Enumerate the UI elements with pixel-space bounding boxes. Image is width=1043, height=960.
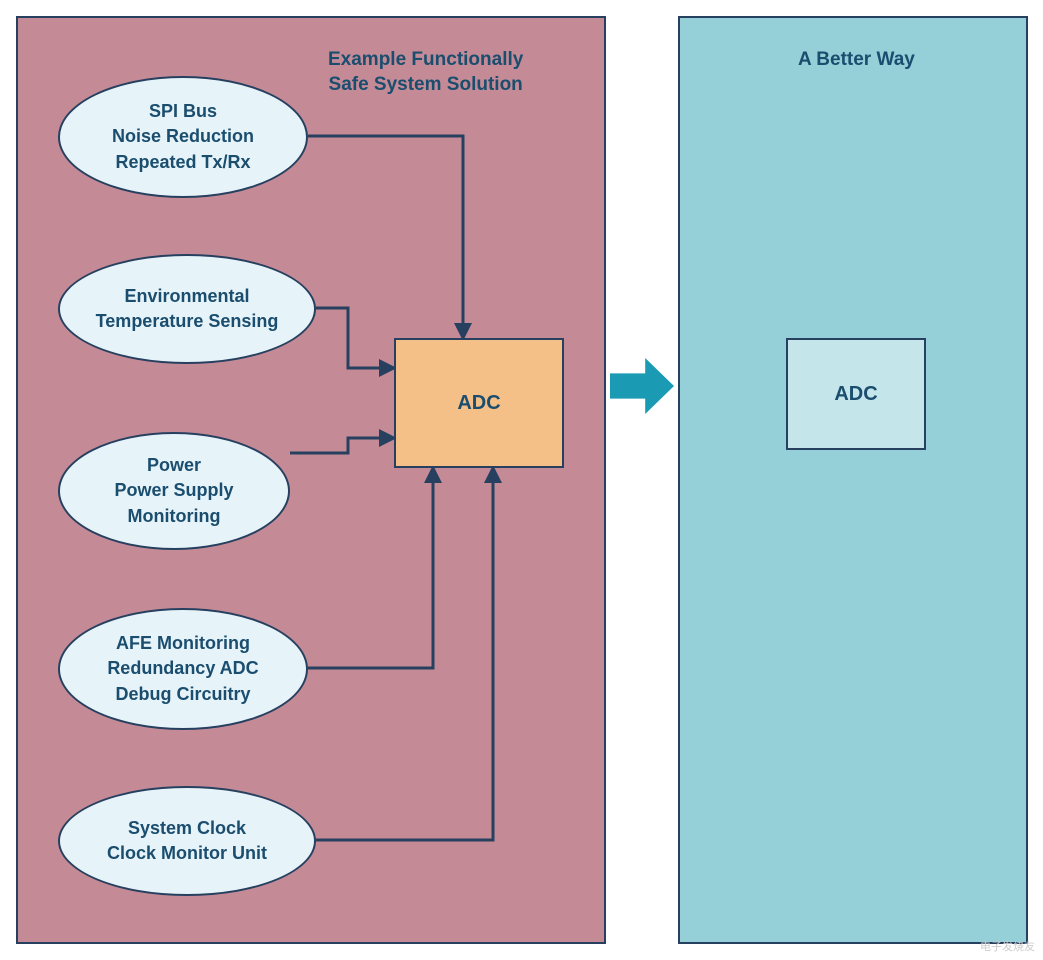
right-panel-title: A Better Way bbox=[798, 48, 915, 73]
ellipse-afe: AFE MonitoringRedundancy ADCDebug Circui… bbox=[58, 608, 308, 730]
watermark: 电子发烧友 bbox=[980, 938, 1035, 954]
connector-env bbox=[316, 308, 394, 368]
left-panel-title: Example Functionally Safe System Solutio… bbox=[328, 48, 523, 97]
left-title-line2: Safe System Solution bbox=[329, 74, 523, 95]
ellipse-power-line2: Power Supply bbox=[114, 478, 233, 503]
adc-box-left: ADC bbox=[394, 338, 564, 468]
right-title: A Better Way bbox=[798, 49, 915, 70]
ellipse-power: PowerPower SupplyMonitoring bbox=[58, 432, 290, 550]
ellipse-afe-line1: AFE Monitoring bbox=[116, 631, 250, 656]
big-arrow bbox=[610, 358, 674, 419]
ellipse-env-line2: Temperature Sensing bbox=[96, 309, 279, 334]
right-panel: A Better Way ADC bbox=[678, 16, 1028, 944]
ellipse-power-line1: Power bbox=[147, 453, 201, 478]
connector-clock bbox=[316, 468, 493, 840]
left-title-line1: Example Functionally bbox=[328, 49, 523, 70]
ellipse-afe-line3: Debug Circuitry bbox=[115, 682, 250, 707]
big-arrow-svg bbox=[610, 358, 674, 414]
ellipse-spi-line2: Noise Reduction bbox=[112, 124, 254, 149]
ellipse-afe-line2: Redundancy ADC bbox=[107, 656, 258, 681]
ellipse-env: EnvironmentalTemperature Sensing bbox=[58, 254, 316, 364]
ellipse-env-line1: Environmental bbox=[124, 284, 249, 309]
ellipse-clock: System ClockClock Monitor Unit bbox=[58, 786, 316, 896]
ellipse-spi-line3: Repeated Tx/Rx bbox=[115, 150, 250, 175]
adc-box-right: ADC bbox=[786, 338, 926, 450]
connector-spi bbox=[308, 136, 463, 338]
connector-afe bbox=[308, 468, 433, 668]
left-panel: Example Functionally Safe System Solutio… bbox=[16, 16, 606, 944]
ellipse-power-line3: Monitoring bbox=[128, 504, 221, 529]
ellipse-spi-line1: SPI Bus bbox=[149, 99, 217, 124]
connector-power bbox=[290, 438, 394, 453]
ellipse-clock-line1: System Clock bbox=[128, 816, 246, 841]
ellipse-clock-line2: Clock Monitor Unit bbox=[107, 841, 267, 866]
ellipse-spi: SPI BusNoise ReductionRepeated Tx/Rx bbox=[58, 76, 308, 198]
